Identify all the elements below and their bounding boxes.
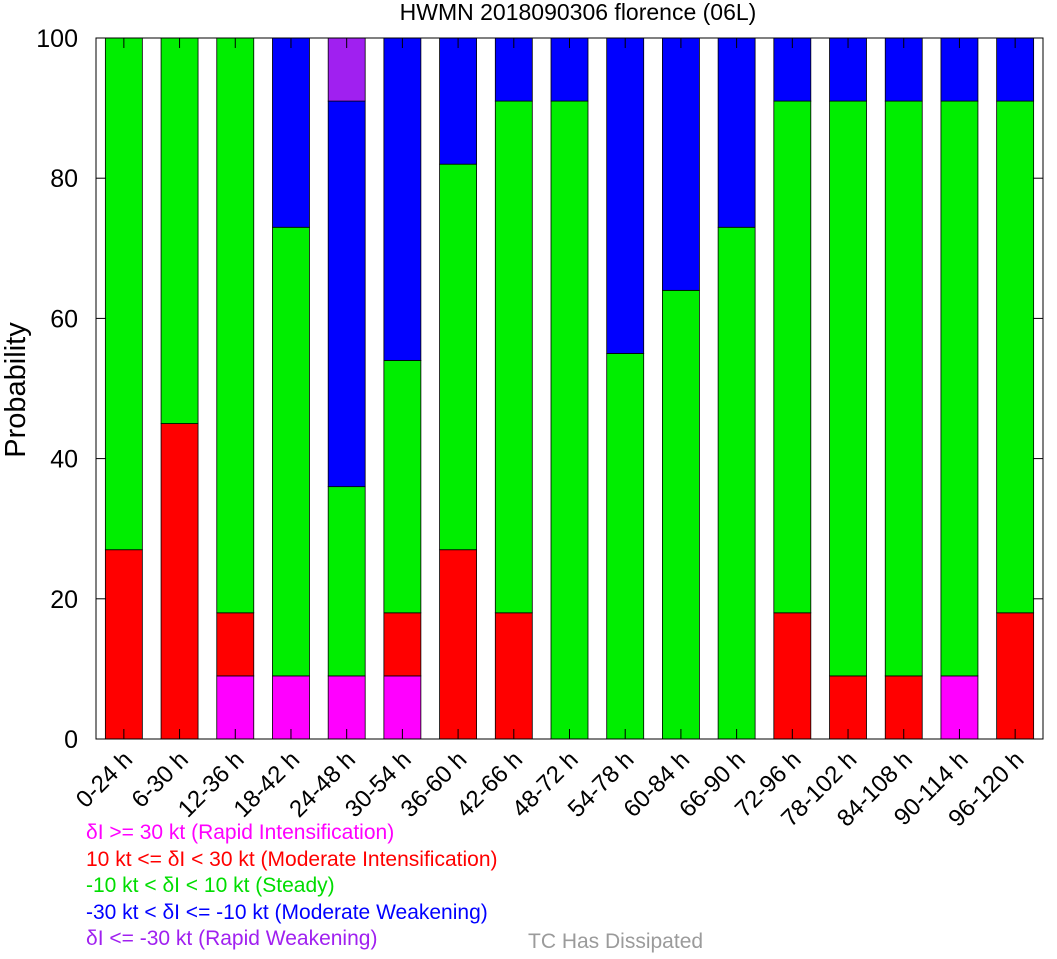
bar-36-60h-steady <box>439 163 477 551</box>
bar-30-54h-moderate-weakening <box>383 37 422 361</box>
bar-72-96h-moderate-weakening <box>773 37 812 102</box>
bar-96-120h-steady <box>996 100 1035 614</box>
bar-12-36h-moderate-intensification <box>216 612 255 677</box>
bar-18-42h-steady <box>272 226 310 677</box>
bar-30-54h-moderate-intensification <box>383 612 422 677</box>
y-axis-label: Probability <box>0 322 32 458</box>
legend-item-dissipated: TC Has Dissipated <box>528 930 704 953</box>
bar-24-48h-moderate-weakening <box>327 100 366 488</box>
bar-54-78h-moderate-weakening <box>606 37 645 354</box>
legend-item-rapid-weakening: δI <= -30 kt (Rapid Weakening) <box>86 927 378 950</box>
bar-72-96h-steady <box>773 100 812 614</box>
bar-90-114h-steady <box>940 100 979 677</box>
y-tick-label: 100 <box>36 25 78 53</box>
bar-0-24h-moderate-intensification <box>104 549 143 740</box>
bar-12-36h-steady <box>216 37 255 614</box>
bar-78-102h-steady <box>829 100 867 677</box>
y-tick-label: 20 <box>50 586 78 614</box>
bar-42-66h-moderate-intensification <box>494 612 533 740</box>
bar-60-84h-moderate-weakening <box>662 37 700 291</box>
chart-title: HWMN 2018090306 florence (06L) <box>400 0 757 25</box>
bar-48-72h-steady <box>550 100 589 740</box>
bar-66-90h-steady <box>717 226 756 740</box>
bar-36-60h-moderate-intensification <box>439 549 477 740</box>
bars-group <box>104 37 1035 740</box>
bar-54-78h-steady <box>606 353 645 740</box>
bar-84-108h-moderate-intensification <box>884 675 923 740</box>
bar-18-42h-moderate-weakening <box>272 37 310 228</box>
y-tick-label: 80 <box>50 165 78 193</box>
bar-48-72h-moderate-weakening <box>550 37 589 102</box>
bar-66-90h-moderate-weakening <box>717 37 756 228</box>
bar-30-54h-steady <box>383 360 422 614</box>
legend-item-moderate-weakening: -30 kt < δI <= -10 kt (Moderate Weakenin… <box>86 900 488 924</box>
legend-item-steady: -10 kt < δI < 10 kt (Steady) <box>86 874 335 897</box>
bar-84-108h-steady <box>884 100 923 677</box>
y-tick-label: 60 <box>50 305 78 333</box>
bar-0-24h-steady <box>104 37 143 551</box>
bar-96-120h-moderate-weakening <box>996 37 1035 102</box>
y-tick-label: 0 <box>64 726 78 754</box>
bar-12-36h-rapid-intensification <box>216 675 255 740</box>
bar-24-48h-rapid-weakening <box>327 37 366 102</box>
bar-42-66h-moderate-weakening <box>494 37 533 102</box>
bar-6-30h-steady <box>160 37 199 424</box>
bar-78-102h-moderate-weakening <box>829 37 867 102</box>
bar-36-60h-moderate-weakening <box>439 37 477 165</box>
bar-24-48h-steady <box>327 486 366 677</box>
bar-18-42h-rapid-intensification <box>272 675 310 740</box>
bar-96-120h-moderate-intensification <box>996 612 1035 740</box>
bar-42-66h-steady <box>494 100 533 614</box>
bar-6-30h-moderate-intensification <box>160 423 199 740</box>
legend-item-rapid-intensification: δI >= 30 kt (Rapid Intensification) <box>86 821 395 844</box>
y-tick-label: 40 <box>50 446 78 474</box>
legend-item-moderate-intensification: 10 kt <= δI < 30 kt (Moderate Intensific… <box>86 847 498 871</box>
bar-84-108h-moderate-weakening <box>884 37 923 102</box>
bar-60-84h-steady <box>662 289 700 740</box>
bar-72-96h-moderate-intensification <box>773 612 812 740</box>
x-tick-label: 0-24 h <box>71 746 138 813</box>
legend: δI >= 30 kt (Rapid Intensification) 10 k… <box>86 820 498 953</box>
